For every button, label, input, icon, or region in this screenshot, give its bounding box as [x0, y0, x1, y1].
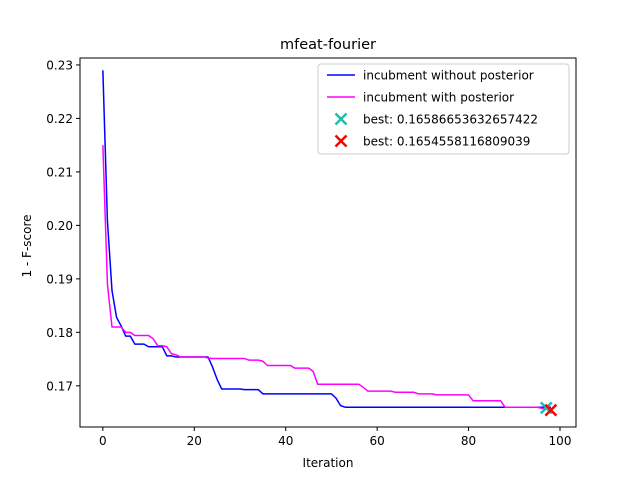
legend-label: incubment without posterior — [363, 69, 534, 83]
best-marker-stroke — [544, 403, 558, 417]
axes-frame — [79, 57, 577, 428]
y-tick-label: 0.19 — [46, 272, 73, 286]
series-line-1 — [102, 70, 551, 408]
legend-label: best: 0.16586653632657422 — [363, 113, 538, 127]
legend-swatch-x — [334, 134, 348, 148]
plot-area: 0 20 40 60 80 100 0.17 0.18 0.19 0.20 0.21 0.22 0.23 — [46, 57, 577, 448]
x-axis-label: Iteration — [303, 456, 354, 470]
y-tick-label: 0.22 — [46, 112, 73, 126]
y-axis-label: 1 - F-score — [20, 214, 34, 277]
x-tick-label: 40 — [278, 434, 293, 448]
legend-entry-1: incubment without posterior — [327, 69, 534, 83]
x-tick-label: 20 — [187, 434, 202, 448]
x-tick-label: 100 — [549, 434, 572, 448]
series-line-2 — [102, 145, 551, 411]
x-tick-label: 0 — [99, 434, 107, 448]
best-marker-stroke — [539, 401, 553, 415]
chart-title: mfeat-fourier — [280, 37, 376, 53]
y-tick-label: 0.21 — [46, 165, 73, 179]
legend-swatch-x — [334, 112, 348, 126]
legend-box — [317, 63, 570, 155]
legend: incubment without posterior incubment wit… — [317, 63, 570, 155]
legend-label: incubment with posterior — [363, 91, 514, 105]
y-tick-label: 0.17 — [46, 379, 73, 393]
legend-entry-4: best: 0.1654558116809039 — [334, 134, 530, 149]
y-tick-label: 0.20 — [46, 219, 73, 233]
y-tick-label: 0.23 — [46, 58, 73, 72]
x-tick-label: 80 — [461, 434, 476, 448]
x-tick-label: 60 — [370, 434, 385, 448]
legend-label: best: 0.1654558116809039 — [363, 135, 530, 149]
y-tick-label: 0.18 — [46, 326, 73, 340]
legend-entry-2: incubment with posterior — [327, 91, 514, 105]
best-marker-2 — [544, 403, 558, 417]
legend-entry-3: best: 0.16586653632657422 — [334, 112, 538, 127]
